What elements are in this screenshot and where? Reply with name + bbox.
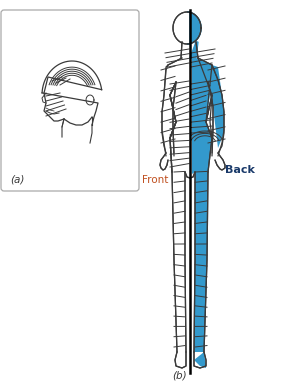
Polygon shape xyxy=(162,42,188,368)
Text: (a): (a) xyxy=(10,174,24,184)
Polygon shape xyxy=(181,42,190,58)
Polygon shape xyxy=(187,12,201,44)
Polygon shape xyxy=(192,42,224,368)
Polygon shape xyxy=(187,12,201,44)
Polygon shape xyxy=(173,12,201,44)
Text: Back: Back xyxy=(225,165,255,175)
FancyBboxPatch shape xyxy=(1,10,139,191)
Polygon shape xyxy=(173,12,189,44)
Text: Front: Front xyxy=(142,175,168,185)
Text: (b): (b) xyxy=(173,370,187,380)
Polygon shape xyxy=(190,42,198,58)
